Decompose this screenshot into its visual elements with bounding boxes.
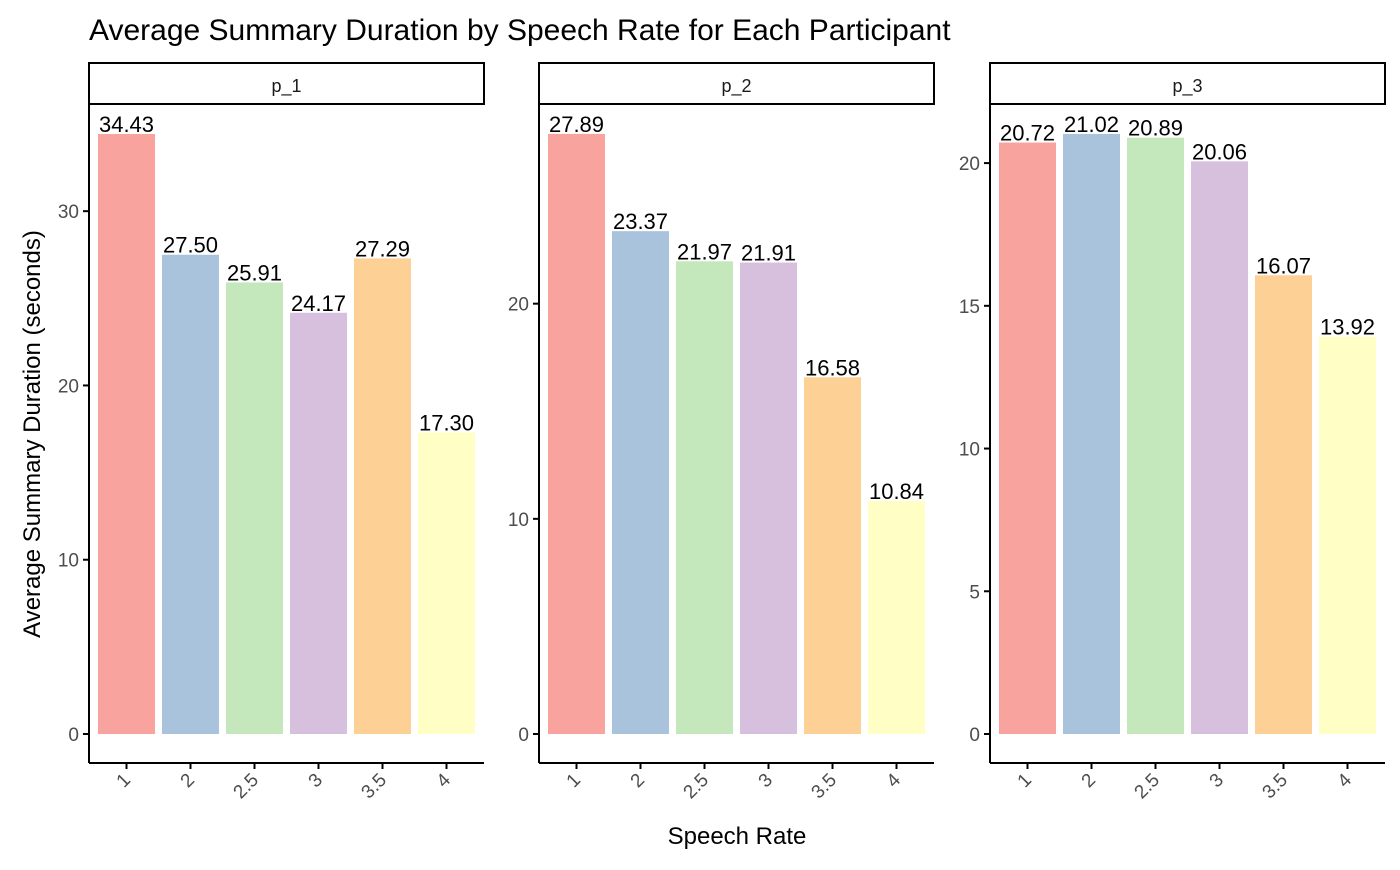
bar-p_1-3.5 bbox=[354, 258, 411, 734]
facet-strip-label: p_2 bbox=[721, 76, 751, 97]
bar-p_1-2 bbox=[162, 254, 219, 734]
y-tick-label: 15 bbox=[959, 297, 980, 318]
y-tick-label: 20 bbox=[959, 154, 980, 175]
facet-strip bbox=[989, 62, 1386, 105]
data-label: 23.37 bbox=[613, 209, 668, 234]
y-tick-label: 0 bbox=[969, 725, 980, 746]
data-label: 10.84 bbox=[869, 479, 924, 504]
data-label: 27.29 bbox=[355, 236, 410, 261]
data-label: 20.72 bbox=[1000, 121, 1055, 146]
facet-strip bbox=[88, 62, 485, 105]
data-label: 20.06 bbox=[1192, 139, 1247, 164]
facet-panels: p_1 34.43 27.50 25.91 24.17 27.29 17.30 0 10 20 30… bbox=[58, 62, 1386, 803]
y-tick-label: 0 bbox=[68, 725, 79, 746]
data-label: 27.50 bbox=[163, 233, 218, 258]
bar-p_3-1 bbox=[999, 142, 1056, 734]
bar-p_2-4 bbox=[868, 500, 925, 734]
data-label: 21.02 bbox=[1064, 112, 1119, 137]
bar-p_1-4 bbox=[418, 432, 475, 734]
bar-p_2-1 bbox=[548, 133, 605, 735]
y-tick-label: 20 bbox=[58, 376, 79, 397]
chart-title: Average Summary Duration by Speech Rate … bbox=[89, 14, 951, 47]
data-label: 34.43 bbox=[99, 112, 154, 137]
bar-p_1-1 bbox=[98, 133, 155, 734]
bar-p_3-2.5 bbox=[1127, 137, 1184, 735]
facet-strip-label: p_3 bbox=[1172, 76, 1202, 97]
bar-p_1-3 bbox=[290, 312, 347, 734]
x-axis-title: Speech Rate bbox=[668, 823, 807, 850]
bar-p_2-2 bbox=[612, 231, 669, 735]
bar-p_2-3.5 bbox=[804, 377, 861, 734]
bar-p_3-2 bbox=[1063, 133, 1120, 735]
data-label: 21.97 bbox=[677, 239, 732, 264]
data-label: 17.30 bbox=[419, 411, 474, 436]
data-label: 27.89 bbox=[549, 112, 604, 137]
y-tick-label: 10 bbox=[508, 510, 529, 531]
bar-p_3-3.5 bbox=[1255, 275, 1312, 734]
data-label: 20.89 bbox=[1128, 116, 1183, 141]
facet-strip bbox=[538, 62, 935, 105]
y-tick-label: 0 bbox=[518, 725, 529, 746]
data-label: 16.07 bbox=[1256, 253, 1311, 278]
bar-p_1-2.5 bbox=[226, 282, 283, 734]
y-tick-label: 30 bbox=[58, 202, 79, 223]
data-label: 24.17 bbox=[291, 291, 346, 316]
facet-panel-p_3: p_3 20.72 21.02 20.89 20.06 16.07 13.92 0 5 10 15 2… bbox=[959, 62, 1386, 803]
data-label: 21.91 bbox=[741, 241, 796, 266]
y-tick-label: 5 bbox=[969, 582, 980, 603]
data-label: 13.92 bbox=[1320, 315, 1375, 340]
data-label: 16.58 bbox=[805, 355, 860, 380]
y-tick-label: 10 bbox=[959, 440, 980, 461]
bar-p_3-3 bbox=[1191, 161, 1248, 734]
bar-p_2-2.5 bbox=[676, 261, 733, 734]
y-tick-label: 20 bbox=[508, 295, 529, 316]
data-label: 25.91 bbox=[227, 260, 282, 285]
facet-strip-label: p_1 bbox=[271, 76, 301, 97]
y-tick-label: 10 bbox=[58, 551, 79, 572]
bar-p_2-3 bbox=[740, 262, 797, 734]
y-axis-title: Average Summary Duration (seconds) bbox=[19, 230, 46, 638]
bar-p_3-4 bbox=[1319, 336, 1376, 734]
facet-panel-p_1: p_1 34.43 27.50 25.91 24.17 27.29 17.30 0 10 20 30… bbox=[58, 62, 485, 803]
